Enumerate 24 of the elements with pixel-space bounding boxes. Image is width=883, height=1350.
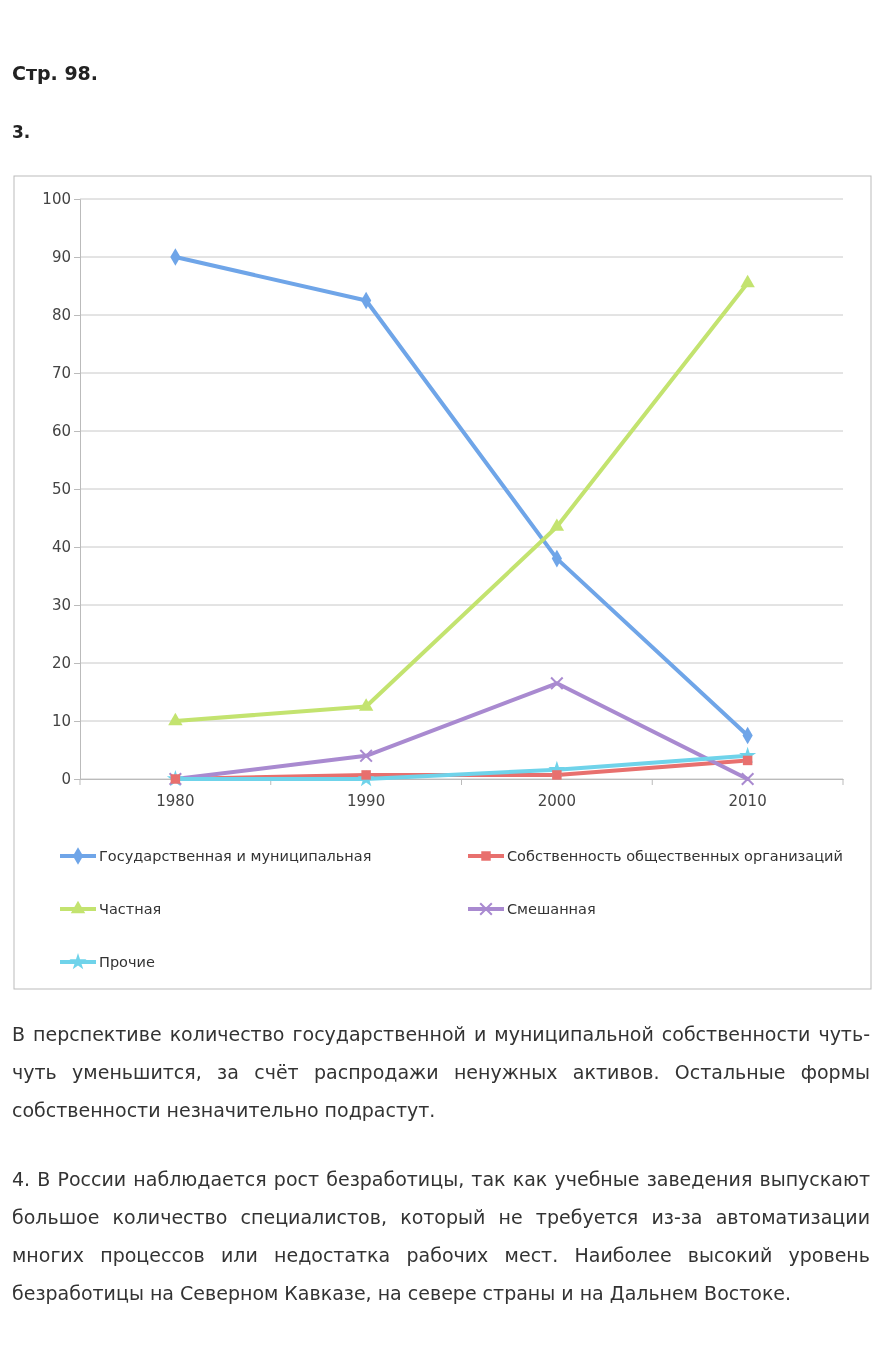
- y-tick-label: 60: [51, 422, 71, 441]
- y-tick-label: 90: [51, 248, 71, 267]
- legend-label: Собственность общественных организаций: [507, 848, 843, 864]
- chart-subtitle: 3.: [12, 122, 31, 142]
- text: 4. В России наблюдается рост безработицы, так как учебные заведения выпускают большое количество специалистов, который не требуется из-за автоматизации многих процессов или недостатка рабочих мест. Наиболее высокий уровень безработицы на Северном Кавказе, на севере страны и на Дальнем Востоке.: [12, 1167, 870, 1306]
- y-tick-label: 20: [51, 654, 71, 673]
- y-tick-label: 0: [61, 770, 71, 789]
- chart-title: Стр. 98.: [12, 62, 99, 84]
- y-tick-label: 100: [42, 190, 71, 209]
- legend-label: Государственная и муниципальная: [99, 848, 372, 864]
- x-tick-label: 1990: [347, 791, 386, 810]
- y-tick-label: 10: [51, 712, 71, 731]
- x-tick-label: 2000: [537, 791, 576, 810]
- legend-label: Прочие: [99, 954, 155, 970]
- legend-label: Частная: [99, 901, 162, 917]
- y-tick-label: 40: [51, 538, 71, 557]
- x-tick-label: 2010: [728, 791, 767, 810]
- y-tick-label: 80: [51, 306, 71, 325]
- y-tick-label: 70: [51, 364, 71, 383]
- text: В перспективе количество государственной и муниципальной собственности чуть-чуть уменьшится, за счёт распродажи ненужных активов. Остальные формы собственности незначительно подрастут.: [12, 1022, 870, 1123]
- x-tick-label: 1980: [156, 791, 195, 810]
- y-tick-label: 30: [51, 596, 71, 615]
- legend-label: Смешанная: [507, 901, 596, 917]
- y-tick-label: 50: [51, 480, 71, 499]
